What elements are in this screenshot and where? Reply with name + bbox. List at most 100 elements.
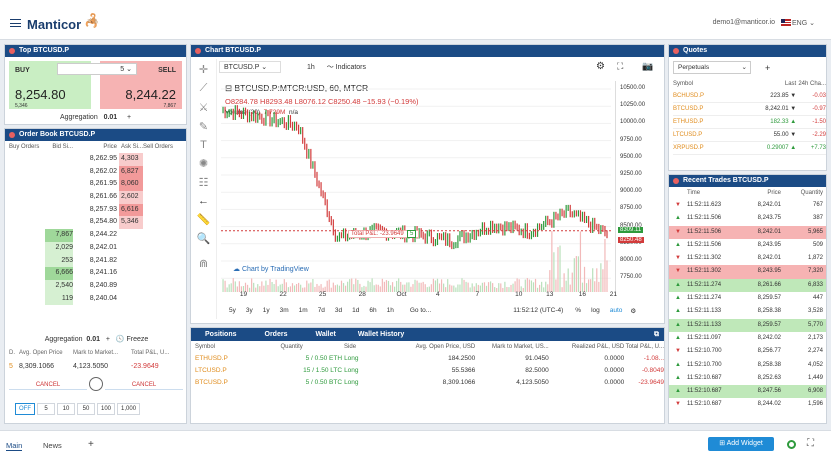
range-button[interactable]: 1m xyxy=(298,307,308,314)
range-button[interactable]: 3d xyxy=(334,307,343,314)
range-button[interactable]: 5y xyxy=(229,307,236,314)
range-button[interactable]: 3m xyxy=(279,307,289,314)
order-book-row[interactable]: 8,261.95 8,060 xyxy=(9,178,186,192)
trade-row[interactable]: ▼ 11:52:10.687 8,244.02 1,596 xyxy=(669,398,826,411)
quantity-input[interactable]: 5 ⌄ xyxy=(57,63,137,75)
quote-row[interactable]: BCHUSD.P 223.85 ▼ -0.03 xyxy=(673,90,826,103)
cancel-sell-button[interactable]: CANCEL xyxy=(105,380,183,390)
add-widget-button[interactable]: ⊞ Add Widget xyxy=(708,437,774,451)
order-book-row[interactable]: 8,261.66 2,602 xyxy=(9,191,186,204)
cancel-buy-button[interactable]: CANCEL xyxy=(9,380,87,390)
positions-tab[interactable]: Wallet xyxy=(315,331,336,338)
range-button[interactable]: 7d xyxy=(317,307,325,314)
brush-icon[interactable]: ✎ xyxy=(198,121,209,133)
quotes-dropdown[interactable]: Perpetuals ⌄ xyxy=(673,61,751,74)
qty-button[interactable]: 10 xyxy=(57,403,75,415)
trade-row[interactable]: ▼ 11:52:11.623 8,242.01 767 xyxy=(669,199,826,212)
trade-row[interactable]: ▲ 11:52:11.133 8,259.57 5,770 xyxy=(669,318,826,332)
camera-icon[interactable]: 📷 xyxy=(642,61,654,71)
user-email[interactable]: demo1@manticor.io xyxy=(712,19,775,26)
trade-row[interactable]: ▲ 11:52:10.687 8,247.56 6,908 xyxy=(669,385,826,399)
trade-row[interactable]: ▲ 11:52:10.700 8,258.38 4,052 xyxy=(669,359,826,372)
quote-row[interactable]: ETHUSD.P 182.33 ▲ -1.50 xyxy=(673,116,826,129)
trade-row[interactable]: ▲ 11:52:11.274 8,261.66 6,833 xyxy=(669,278,826,293)
aggregation-value[interactable]: 0.01 xyxy=(103,114,118,121)
freeze-button[interactable]: Freeze xyxy=(126,336,149,343)
order-book-row[interactable]: 8,262.02 6,827 xyxy=(9,165,186,179)
aggregation-value[interactable]: 0.01 xyxy=(86,336,101,343)
order-book-row[interactable]: 6,666 8,241.16 xyxy=(9,267,186,280)
qty-button[interactable]: 5 xyxy=(37,403,55,415)
ruler-icon[interactable]: 📏 xyxy=(196,214,211,226)
percent-toggle[interactable]: % xyxy=(575,307,582,314)
positions-row[interactable]: LTCUSD.P 15 / 1.50 LTC Long 55.5366 82.5000 0… xyxy=(195,365,664,377)
trade-row[interactable]: ▲ 11:52:11.133 8,258.38 3,528 xyxy=(669,305,826,318)
timezone-label[interactable]: 11:52:12 (UTC-4) xyxy=(513,307,564,314)
order-book-row[interactable]: 2,540 8,240.89 xyxy=(9,279,186,293)
toggle-switch[interactable] xyxy=(89,377,103,391)
add-tab-button[interactable]: + xyxy=(88,439,94,450)
symbol-search[interactable]: BTCUSD.P ⌄ xyxy=(219,61,281,73)
range-button[interactable]: 1y xyxy=(262,307,270,314)
trade-row[interactable]: ▲ 11:52:10.687 8,252.63 1,449 xyxy=(669,372,826,385)
aggregation-plus-button[interactable]: + xyxy=(126,114,132,121)
trade-row[interactable]: ▼ 11:52:10.700 8,256.77 2,274 xyxy=(669,345,826,358)
quote-row[interactable]: LTCUSD.P 55.00 ▼ -2.29 xyxy=(673,129,826,142)
range-button[interactable]: 1d xyxy=(352,307,360,314)
order-book-row[interactable]: 7,867 8,244.22 xyxy=(9,229,186,242)
expand-icon[interactable]: ⛶ xyxy=(807,438,814,449)
qty-button[interactable]: 1,000 xyxy=(117,403,141,415)
fib-icon[interactable]: ⚔ xyxy=(198,102,209,114)
positions-row[interactable]: ETHUSD.P 5 / 0.50 ETH Long 184.2500 91.0450 0… xyxy=(195,353,664,365)
add-quote-button[interactable]: + xyxy=(765,63,771,73)
language-selector[interactable]: ENG ⌄ xyxy=(792,20,815,27)
magnet-icon[interactable]: ⋒ xyxy=(198,258,209,270)
order-book-row[interactable]: 8,262.95 4,303 xyxy=(9,153,186,166)
pattern-icon[interactable]: ✺ xyxy=(198,158,209,170)
positions-tab[interactable]: Positions xyxy=(205,331,237,338)
positions-row[interactable]: BTCUSD.P 5 / 0.50 BTC Long 8,309.1066 4,123.… xyxy=(195,377,664,389)
text-icon[interactable]: T xyxy=(200,139,207,151)
qty-button[interactable]: 100 xyxy=(97,403,116,415)
prediction-icon[interactable]: ☷ xyxy=(198,177,209,189)
back-arrow-icon[interactable]: ← xyxy=(198,195,209,207)
trade-row[interactable]: ▼ 11:52:11.506 8,242.01 5,965 xyxy=(669,225,826,239)
range-button[interactable]: 3y xyxy=(245,307,253,314)
tab-main[interactable]: Main xyxy=(6,441,23,451)
trade-row[interactable]: ▼ 11:52:11.302 8,243.95 7,320 xyxy=(669,265,826,279)
price-chart[interactable] xyxy=(221,81,611,296)
range-button[interactable]: 1h xyxy=(386,307,394,314)
auto-toggle[interactable]: auto xyxy=(609,307,623,314)
tradingview-watermark[interactable]: ☁ Chart by TradingView xyxy=(233,265,309,273)
collapse-icon[interactable]: ⊟ xyxy=(225,83,233,93)
trendline-icon[interactable]: ⟋ xyxy=(199,82,208,94)
settings-gear-icon[interactable]: ⚙ xyxy=(596,61,605,72)
trade-row[interactable]: ▲ 11:52:11.274 8,259.57 447 xyxy=(669,292,826,305)
qty-button[interactable]: OFF xyxy=(15,403,35,415)
fullscreen-icon[interactable]: ⛶ xyxy=(617,61,624,71)
positions-tab[interactable]: Wallet History xyxy=(357,331,405,338)
menu-icon[interactable] xyxy=(10,19,21,27)
trade-row[interactable]: ▲ 11:52:11.506 8,243.75 387 xyxy=(669,212,826,225)
crosshair-icon[interactable]: ✛ xyxy=(198,64,209,76)
order-book-row[interactable]: 2,029 8,242.01 xyxy=(9,241,186,255)
trade-row[interactable]: ▲ 11:52:11.506 8,243.95 509 xyxy=(669,239,826,252)
interval-selector[interactable]: 1h xyxy=(306,64,315,71)
qty-button[interactable]: 50 xyxy=(77,403,95,415)
positions-tab[interactable]: Orders xyxy=(264,331,288,338)
external-link-icon[interactable]: ⧉ xyxy=(654,331,659,338)
aggregation-plus-button[interactable]: + xyxy=(105,336,110,343)
goto-button[interactable]: Go to... xyxy=(409,307,432,314)
chart-settings-icon[interactable]: ⚙ xyxy=(630,308,637,315)
order-book-row[interactable]: 8,257.93 6,616 xyxy=(9,203,186,217)
indicators-button[interactable]: Indicators xyxy=(335,64,367,71)
quote-row[interactable]: BTCUSD.P 8,242.01 ▼ -0.97 xyxy=(673,103,826,116)
trade-row[interactable]: ▼ 11:52:11.302 8,242.01 1,872 xyxy=(669,252,826,265)
trade-row[interactable]: ▲ 11:52:11.097 8,242.02 2,173 xyxy=(669,332,826,345)
tab-news[interactable]: News xyxy=(43,441,62,450)
quote-row[interactable]: XRPUSD.P 0.29007 ▲ +7.73 xyxy=(673,142,826,155)
order-book-row[interactable]: 253 8,241.82 xyxy=(9,254,186,268)
zoom-icon[interactable]: 🔍 xyxy=(196,233,211,245)
log-toggle[interactable]: log xyxy=(591,307,600,314)
order-book-row[interactable]: 119 8,240.04 xyxy=(9,292,186,306)
